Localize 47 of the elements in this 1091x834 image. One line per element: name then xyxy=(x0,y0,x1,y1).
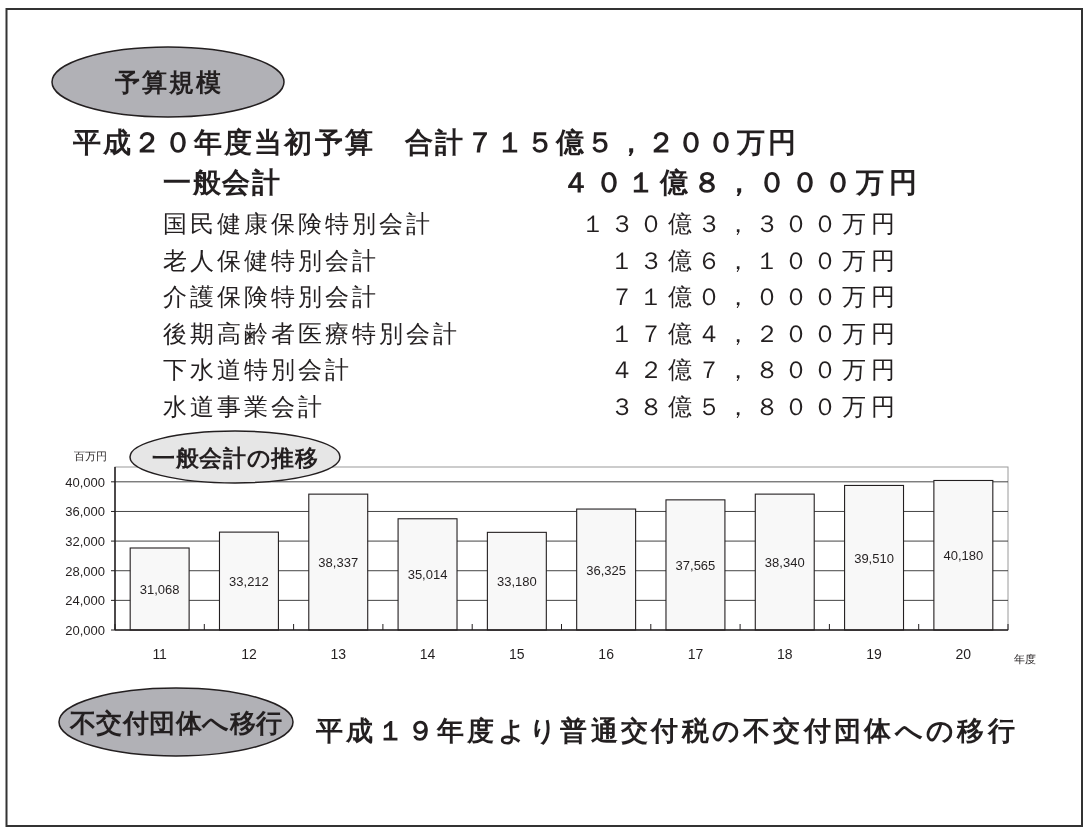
annotation: 予算規模 xyxy=(115,68,223,96)
annotation: １７億４，２００万円 xyxy=(610,319,900,347)
x-tick-label: 16 xyxy=(598,646,614,662)
annotation: 一般会計 xyxy=(163,167,281,198)
annotation: 後期高齢者医療特別会計 xyxy=(163,319,460,347)
annotation: 老人保健特別会計 xyxy=(163,246,379,274)
x-tick-label: 12 xyxy=(241,646,257,662)
y-tick-label: 40,000 xyxy=(65,474,105,490)
x-tick-label: 19 xyxy=(866,646,882,662)
y-tick-label: 20,000 xyxy=(65,623,105,638)
annotation: ４２億７，８００万円 xyxy=(610,356,900,384)
chart-title: 一般会計の推移 xyxy=(152,445,319,471)
annotation: 不交付団体へ移行 xyxy=(69,708,283,738)
x-tick-label: 15 xyxy=(509,646,525,662)
data-label: 36,325 xyxy=(586,562,627,578)
annotation: ４０１億８，０００万円 xyxy=(562,167,922,198)
x-tick-label: 14 xyxy=(419,646,436,662)
data-label: 31,068 xyxy=(139,582,180,597)
data-label: 38,340 xyxy=(764,555,805,571)
data-label: 38,337 xyxy=(318,555,359,571)
data-label: 33,180 xyxy=(496,574,537,590)
annotation: １３億６，１００万円 xyxy=(610,246,900,274)
y-axis-title: 百万円 xyxy=(73,450,107,462)
annotation: 介護保険特別会計 xyxy=(163,283,379,311)
y-tick-label: 24,000 xyxy=(65,593,105,609)
data-label: 35,014 xyxy=(407,567,448,583)
x-axis-title: 年度 xyxy=(1014,653,1036,665)
annotation: ７１億０，０００万円 xyxy=(610,283,900,311)
annotation: 国民健康保険特別会計 xyxy=(163,210,433,237)
data-label: 37,565 xyxy=(675,557,716,573)
x-tick-label: 13 xyxy=(330,646,347,662)
annotation: 平成１９年度より普通交付税の不交付団体への移行 xyxy=(316,716,1018,746)
x-tick-label: 18 xyxy=(776,646,793,662)
annotation: １３０億３，３００万円 xyxy=(581,210,900,237)
data-label: 33,212 xyxy=(229,574,269,590)
annotation: 下水道特別会計 xyxy=(163,356,352,384)
y-tick-label: 32,000 xyxy=(65,534,105,550)
annotation: ３８億５，８００万円 xyxy=(610,393,900,420)
y-tick-label: 36,000 xyxy=(65,504,105,520)
annotation: 平成２０年度当初予算 合計７１５億５，２００万円 xyxy=(73,127,798,158)
x-tick-label: 20 xyxy=(955,646,972,662)
x-tick-label: 11 xyxy=(152,646,167,662)
data-label: 39,510 xyxy=(854,550,894,566)
annotation: 水道事業会計 xyxy=(163,393,325,420)
x-tick-label: 17 xyxy=(687,646,704,662)
data-label: 40,180 xyxy=(943,548,984,564)
y-tick-label: 28,000 xyxy=(65,563,105,579)
